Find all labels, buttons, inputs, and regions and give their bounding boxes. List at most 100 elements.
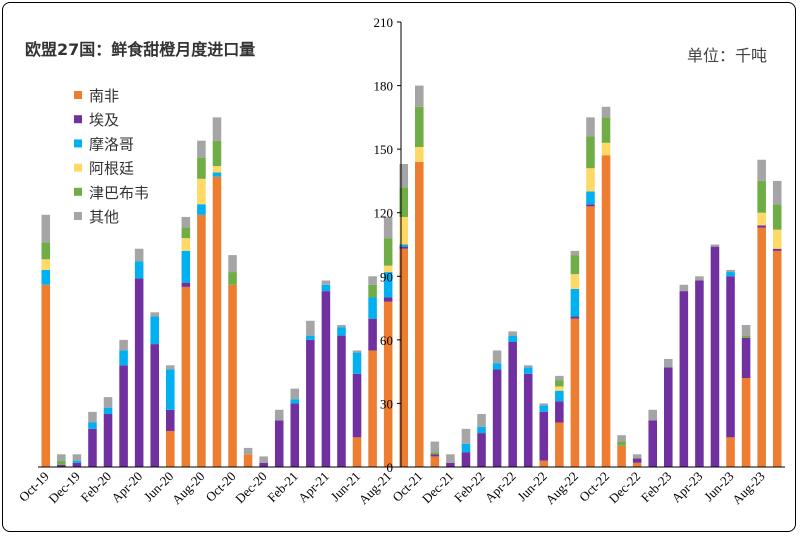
x-tick-label: Dec-22 <box>606 469 644 507</box>
legend-swatch <box>74 187 82 196</box>
bar-segment <box>352 437 362 467</box>
bar-segment <box>586 204 595 207</box>
bar-segment <box>617 441 626 446</box>
bar-segment <box>197 157 206 179</box>
bar-segment <box>72 462 82 467</box>
bar-segment <box>197 178 206 205</box>
bar-segment <box>352 352 362 374</box>
bar-segment <box>212 140 222 167</box>
bar-segment <box>601 142 611 156</box>
bar-segment <box>150 316 159 345</box>
bar-segment <box>695 276 704 281</box>
bar-segment <box>648 409 657 421</box>
bar-segment <box>539 403 549 406</box>
bar-segment <box>150 344 159 467</box>
bar-segment <box>477 414 486 427</box>
bar-segment <box>368 276 377 285</box>
x-axis: Oct-19Dec-19Feb-20Apr-20Jun-20Aug-20Oct-… <box>16 466 785 508</box>
bar-segment <box>57 454 66 461</box>
bar-segment <box>601 155 611 467</box>
bar-segment <box>430 454 440 457</box>
bar-segment <box>290 399 300 404</box>
legend-label: 摩洛哥 <box>89 135 134 153</box>
bar-segment <box>88 422 97 429</box>
bar-segment <box>181 227 191 239</box>
bar-segment <box>134 248 144 262</box>
bar-segment <box>41 259 51 270</box>
bar-segment <box>383 216 393 239</box>
bar-segment <box>461 443 471 453</box>
x-tick-label: Dec-20 <box>232 469 270 507</box>
bar-segment <box>555 375 564 381</box>
bar-segment <box>555 401 564 423</box>
bar-segment <box>508 335 517 342</box>
bar-segment <box>446 454 455 463</box>
x-tick-label: Aug-23 <box>729 469 768 508</box>
bar-segment <box>399 248 408 467</box>
bar-segment <box>306 320 315 336</box>
bar-segment <box>415 85 424 107</box>
bar-segment <box>539 411 549 461</box>
bar-segment <box>399 216 408 245</box>
bar-segment <box>103 397 113 408</box>
legend-label: 其他 <box>89 208 119 226</box>
bar-segment <box>664 367 673 467</box>
bar-segment <box>601 117 611 143</box>
bar-segment <box>601 106 611 118</box>
bar-segment <box>772 248 782 251</box>
bar-segment <box>212 172 222 177</box>
bar-segment <box>321 280 331 285</box>
bar-segment <box>508 341 517 467</box>
legend-swatch <box>74 91 82 99</box>
bar-segment <box>726 269 735 273</box>
bar-segment <box>757 159 766 181</box>
bar-segment <box>181 282 191 287</box>
bar-segment <box>570 289 580 317</box>
bar-segment <box>368 350 377 467</box>
x-tick-label: Dec-21 <box>419 469 457 507</box>
bar-segment <box>290 388 300 400</box>
bar-segment <box>352 350 362 353</box>
bar-segment <box>539 460 549 467</box>
bar-segment <box>492 369 502 467</box>
bar-segment <box>632 458 642 463</box>
bar-segment <box>337 335 346 467</box>
chart-title: 欧盟27国：鲜食甜橙月度进口量 <box>25 40 255 59</box>
bar-segment <box>352 373 362 438</box>
bar-segment <box>368 284 377 298</box>
bar-segment <box>772 204 782 230</box>
bar-segment <box>570 316 580 319</box>
bar-segment <box>586 206 595 468</box>
bar-segment <box>679 284 689 292</box>
x-tick-label: Apr-22 <box>482 469 519 506</box>
bar-segment <box>337 325 346 328</box>
bar-segment <box>523 365 533 368</box>
bar-segment <box>555 380 564 387</box>
bar-segment <box>368 318 377 351</box>
bar-segment <box>710 244 720 247</box>
bar-segment <box>399 163 408 188</box>
bar-segment <box>664 358 673 368</box>
bar-segment <box>617 445 626 467</box>
bar-segment <box>243 447 253 455</box>
bar-segment <box>88 428 97 467</box>
unit-label: 单位：千吨 <box>687 46 767 65</box>
x-tick-label: Apr-21 <box>295 469 332 506</box>
bar-segment <box>523 367 533 374</box>
bar-segment <box>41 284 51 467</box>
x-tick-label: Aug-22 <box>542 469 581 508</box>
bar-segment <box>741 335 751 338</box>
x-tick-label: Dec-19 <box>45 469 83 507</box>
bar-segment <box>103 414 113 467</box>
bar-segment <box>757 227 766 467</box>
bar-segment <box>228 284 237 467</box>
legend-label: 南非 <box>89 87 119 105</box>
bar-segment <box>772 229 782 249</box>
bar-segment <box>181 216 191 228</box>
bar-segment <box>772 180 782 205</box>
bar-segment <box>181 238 191 251</box>
bar-segment <box>415 147 424 162</box>
bar-segment <box>212 176 222 467</box>
bar-segment <box>243 454 253 467</box>
